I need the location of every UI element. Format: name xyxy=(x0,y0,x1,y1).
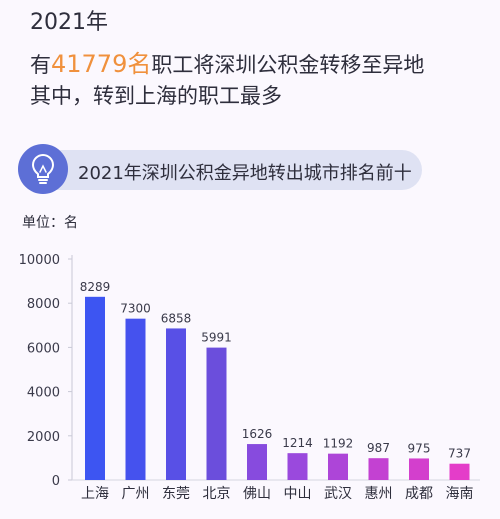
bar-东莞 xyxy=(166,328,186,480)
x-tick-label: 成都 xyxy=(405,486,433,502)
data-label: 8289 xyxy=(80,280,111,294)
x-tick-label: 上海 xyxy=(81,486,109,502)
x-tick-label: 东莞 xyxy=(162,486,190,502)
data-label: 975 xyxy=(408,441,431,455)
total-count: 41779名 xyxy=(51,50,152,78)
data-label: 7300 xyxy=(120,302,151,316)
x-tick-label: 广州 xyxy=(122,486,150,502)
data-label: 6858 xyxy=(161,311,192,325)
data-label: 737 xyxy=(448,447,471,461)
y-tick-label: 4000 xyxy=(27,386,60,401)
unit-label: 单位：名 xyxy=(22,215,78,231)
summary-suffix: 职工将深圳公积金转移至异地 xyxy=(151,53,425,77)
x-tick-label: 中山 xyxy=(284,486,312,502)
bar-上海 xyxy=(85,296,105,480)
bar-广州 xyxy=(125,318,146,480)
chart-title-banner: 2021年深圳公积金异地转出城市排名前十 xyxy=(18,144,422,194)
y-tick-label: 8000 xyxy=(27,297,60,312)
y-tick-label: 0 xyxy=(52,474,60,489)
year-heading: 2021年 xyxy=(30,10,108,35)
summary-line-2: 其中，转到上海的职工最多 xyxy=(30,84,282,108)
data-label: 1214 xyxy=(282,436,313,450)
bar-武汉 xyxy=(328,453,348,480)
data-label: 1626 xyxy=(242,427,273,441)
x-tick-label: 佛山 xyxy=(243,486,271,502)
bar-北京 xyxy=(206,347,227,480)
x-tick-label: 海南 xyxy=(446,486,474,502)
x-tick-label: 惠州 xyxy=(365,486,393,502)
y-tick-label: 10000 xyxy=(19,253,60,268)
bar-海南 xyxy=(449,463,470,480)
bar-chart: 0 2000 4000 6000 8000 10000 8289 上海 7300 广州 6858 东莞… xyxy=(19,253,480,502)
y-tick-label: 2000 xyxy=(27,430,60,445)
summary-prefix: 有 xyxy=(30,53,51,77)
summary-line: 有41779名职工将深圳公积金转移至异地 xyxy=(30,44,424,79)
x-tick-label: 北京 xyxy=(203,486,231,502)
data-label: 987 xyxy=(367,441,390,455)
bar-中山 xyxy=(287,453,308,480)
data-label: 1192 xyxy=(323,437,354,451)
chart-title: 2021年深圳公积金异地转出城市排名前十 xyxy=(78,163,412,184)
data-label: 5991 xyxy=(201,331,232,345)
x-tick-label: 武汉 xyxy=(324,486,352,502)
y-tick-label: 6000 xyxy=(27,341,60,356)
bar-成都 xyxy=(409,458,429,480)
bar-佛山 xyxy=(247,444,267,480)
lightbulb-icon xyxy=(18,144,68,194)
bar-惠州 xyxy=(368,458,389,480)
